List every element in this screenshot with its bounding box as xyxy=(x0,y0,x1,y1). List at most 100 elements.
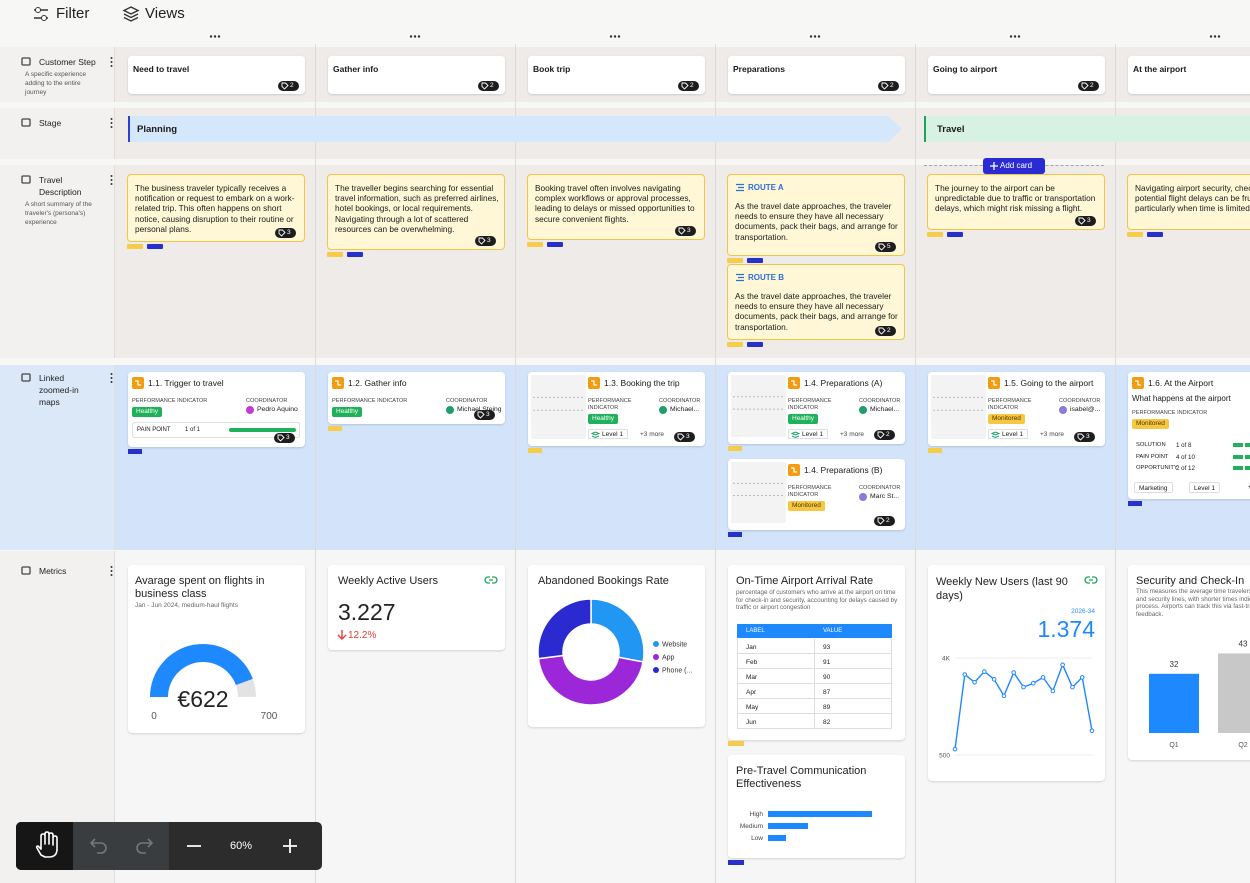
map-thumbnail xyxy=(531,375,586,439)
table-cell: May xyxy=(746,704,759,711)
row-menu xyxy=(110,373,113,375)
icon xyxy=(990,162,998,170)
icon xyxy=(1009,35,1021,38)
sticker xyxy=(727,342,743,347)
row-icon xyxy=(21,566,31,575)
map-icon xyxy=(791,380,797,386)
row-label: Customer Step xyxy=(39,57,96,67)
icon xyxy=(1077,433,1085,441)
column-menu xyxy=(809,35,813,38)
row-description: A specific experience adding to the enti… xyxy=(25,71,87,96)
level-text: Level 1 xyxy=(802,431,823,438)
icon xyxy=(21,566,31,575)
sticker xyxy=(127,244,143,249)
step-card: At the airport xyxy=(1128,56,1250,94)
description-card: ROUTE B As the travel date approaches, th… xyxy=(727,264,905,340)
step-name: Gather info xyxy=(333,64,379,74)
table-cell: Feb xyxy=(746,659,758,666)
level-chip: Level 1 xyxy=(588,429,628,439)
tag-icon xyxy=(1077,433,1085,441)
down-arrow xyxy=(337,630,347,640)
row-menu xyxy=(110,377,113,379)
icon xyxy=(859,406,867,414)
map-card: 1.6. At the Airport What happens at the a… xyxy=(1128,372,1250,499)
icon xyxy=(132,377,144,389)
map-card: 1.5. Going to the airport PERFORMANCE IND… xyxy=(928,372,1105,446)
description-text: As the travel date approaches, the trave… xyxy=(735,291,898,332)
icon xyxy=(681,82,689,90)
description-card: Navigating airport security, check-in, a… xyxy=(1127,174,1250,230)
icon: Website App Phone (... xyxy=(537,598,692,706)
views-icon xyxy=(122,6,140,22)
history-tools xyxy=(73,822,169,870)
bar-label: Medium xyxy=(739,823,763,830)
line-point xyxy=(1021,684,1026,690)
views-button[interactable]: Views xyxy=(145,5,185,22)
step-name: Need to travel xyxy=(133,64,190,74)
icon xyxy=(110,118,113,128)
table-cell: 87 xyxy=(823,689,831,696)
map-icon xyxy=(335,380,341,386)
column-menu xyxy=(413,35,417,38)
sticker xyxy=(1127,232,1143,237)
count-badge: 2 xyxy=(874,430,895,440)
row-menu xyxy=(110,65,113,67)
step-name: At the airport xyxy=(1133,64,1187,74)
column-menu xyxy=(213,35,217,38)
coordinator-name: isabel@... xyxy=(1070,406,1101,413)
metric-title: On-Time Airport Arrival Rate xyxy=(736,575,874,587)
line-point xyxy=(952,746,958,752)
row-label: Stage xyxy=(39,118,62,128)
column-divider xyxy=(915,44,916,883)
stat-value: 1 of 8 xyxy=(1176,442,1192,449)
row-menu xyxy=(110,179,113,181)
icon: 4K 500 xyxy=(939,656,1095,760)
count: 3 xyxy=(1086,433,1090,440)
icon xyxy=(588,377,600,389)
tag-icon xyxy=(477,411,485,419)
column-divider xyxy=(1115,44,1116,883)
row-menu xyxy=(110,183,113,185)
avatar xyxy=(1059,406,1067,414)
level-icon xyxy=(790,431,801,439)
row-label: Metrics xyxy=(39,566,67,576)
map-icon xyxy=(1135,380,1141,386)
indicator-label: PERFORMANCE INDICATOR xyxy=(332,398,408,404)
description-text: The traveller begins searching for essen… xyxy=(335,183,499,234)
tag-icon xyxy=(878,243,886,251)
row-icon xyxy=(21,118,31,127)
filter-button[interactable]: Filter xyxy=(56,5,90,22)
gauge-min: 0 xyxy=(151,711,157,722)
redo-icon xyxy=(136,838,154,854)
row-menu xyxy=(110,574,113,576)
bar-label: Low xyxy=(751,835,763,842)
column-menu xyxy=(1009,35,1013,38)
stat-bar xyxy=(1233,443,1243,447)
coordinator-label: COORDINATOR xyxy=(1059,398,1101,404)
bar-value: 43 xyxy=(1239,639,1248,648)
icon xyxy=(1084,576,1098,584)
metric-card: Security and Check-In This measures the a… xyxy=(1128,565,1250,760)
icon xyxy=(988,377,1000,389)
description-card: The journey to the airport can be unpred… xyxy=(927,174,1105,230)
icon xyxy=(677,433,685,441)
row-menu xyxy=(110,381,113,383)
route-title: ROUTE B xyxy=(748,273,784,282)
step-name: Book trip xyxy=(533,64,571,74)
line-value: 1.374 xyxy=(1037,616,1095,642)
sticker xyxy=(147,244,163,249)
icon xyxy=(933,396,984,411)
row-label-cell xyxy=(0,47,115,102)
metric-card: Pre-Travel Communication Effectiveness Hi… xyxy=(728,755,905,858)
hand-tool[interactable] xyxy=(16,822,73,870)
column-divider xyxy=(515,44,516,883)
icon xyxy=(733,482,784,497)
description-text: Navigating airport security, check-in, a… xyxy=(1135,183,1250,214)
zoom-in-icon xyxy=(283,839,297,853)
column-menu xyxy=(1013,35,1017,38)
add-card-button[interactable]: Add card xyxy=(983,158,1045,174)
stat-bar xyxy=(1245,443,1250,447)
coordinator-name: Michael Steingre... xyxy=(457,406,502,413)
stat-value: 4 of 10 xyxy=(1176,453,1195,461)
row-menu xyxy=(110,175,113,177)
